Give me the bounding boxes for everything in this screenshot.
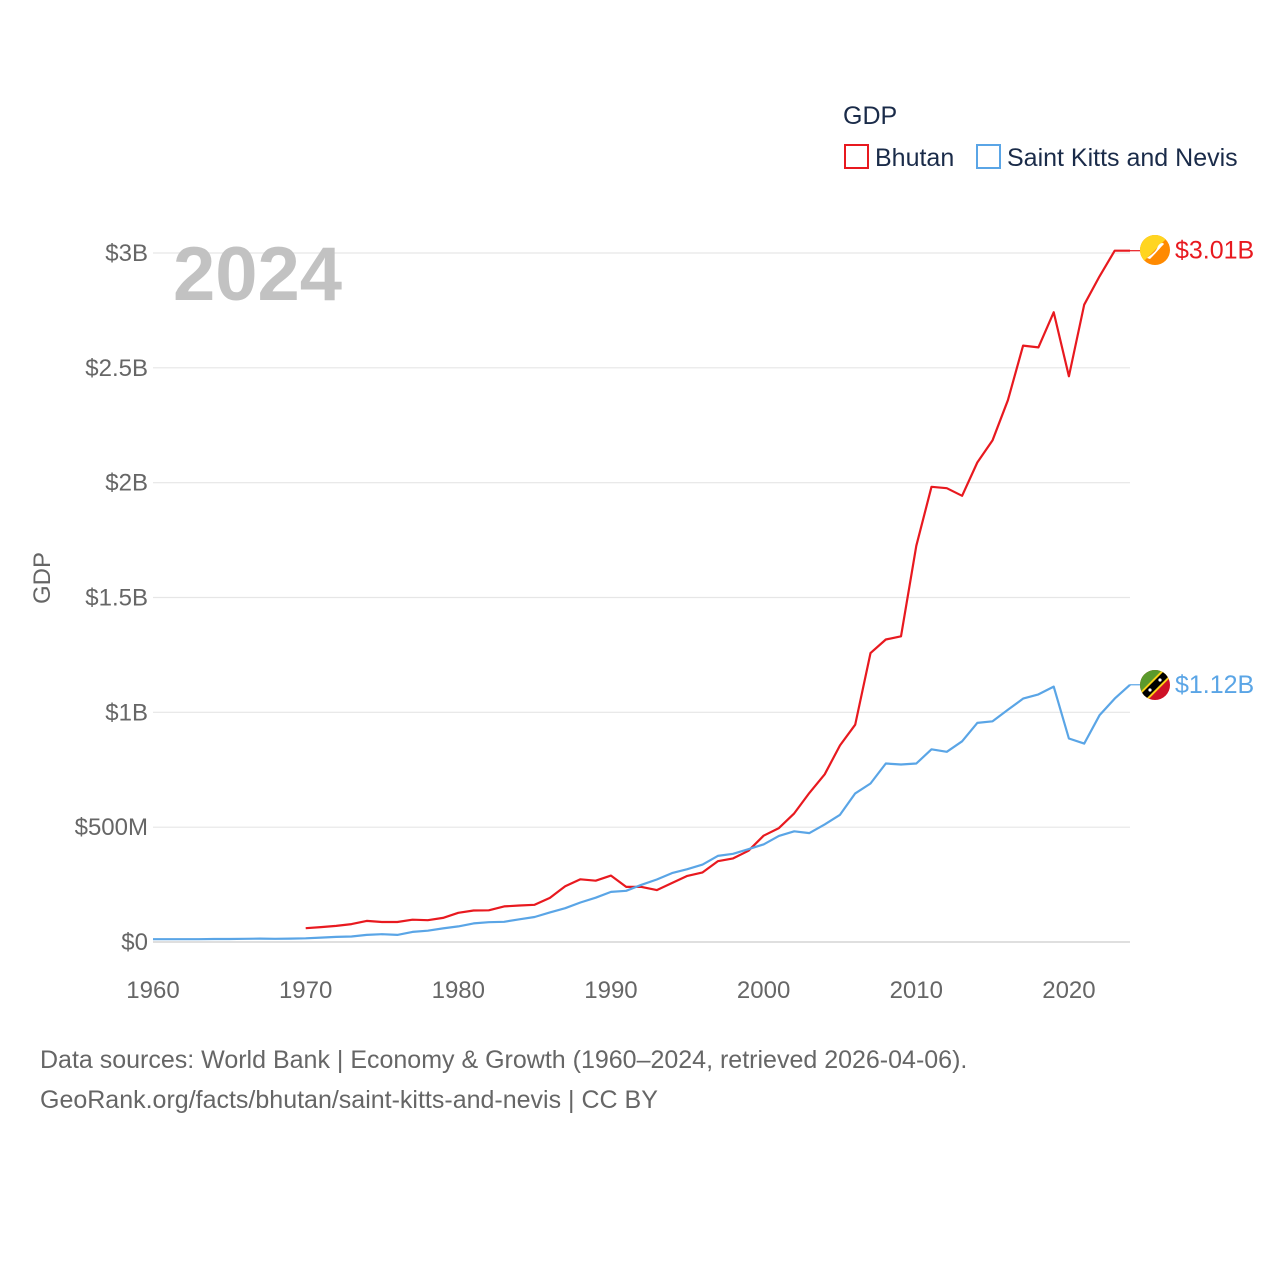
bhutan-flag-icon xyxy=(1140,235,1170,265)
y-axis-ticks: $0 $500M $1B $1.5B $2B $2.5B $3B xyxy=(75,240,148,956)
x-tick-label: 2000 xyxy=(737,977,790,1004)
series-line-saint-kitts-and-nevis[interactable] xyxy=(153,683,1131,941)
x-tick-label: 1970 xyxy=(279,977,332,1004)
footer: Data sources: World Bank | Economy & Gro… xyxy=(40,1040,967,1120)
end-value-label-saint-kitts-and-nevis: $1.12B xyxy=(1175,671,1254,699)
y-tick-label: $0 xyxy=(121,929,148,956)
legend-swatch-bhutan xyxy=(844,144,869,169)
series-layer: $3.01B $1.12B xyxy=(153,237,1254,941)
x-tick-label: 1990 xyxy=(584,977,637,1004)
x-tick-label: 1980 xyxy=(432,977,485,1004)
legend-swatch-saint-kitts-and-nevis xyxy=(976,144,1001,169)
saint-kitts-and-nevis-flag-icon xyxy=(1140,670,1170,700)
data-sources-text: Data sources: World Bank | Economy & Gro… xyxy=(40,1046,968,1074)
y-tick-label: $500M xyxy=(75,814,148,841)
y-tick-label: $2B xyxy=(105,470,148,497)
y-tick-label: $1.5B xyxy=(85,585,148,612)
legend-label-bhutan: Bhutan xyxy=(875,144,954,172)
legend-item-saint-kitts-and-nevis[interactable]: Saint Kitts and Nevis xyxy=(976,144,1238,172)
x-tick-label: 2010 xyxy=(890,977,943,1004)
legend-title: GDP xyxy=(843,102,897,130)
legend-item-bhutan[interactable]: Bhutan xyxy=(844,144,954,172)
legend-label-saint-kitts-and-nevis: Saint Kitts and Nevis xyxy=(1007,144,1238,172)
end-value-label-bhutan: $3.01B xyxy=(1175,237,1254,265)
y-tick-label: $1B xyxy=(105,699,148,726)
legend[interactable]: GDP Bhutan Saint Kitts and Nevis xyxy=(843,102,1238,172)
y-tick-label: $2.5B xyxy=(85,355,148,382)
y-axis-label: GDP xyxy=(29,552,56,604)
x-tick-label: 2020 xyxy=(1042,977,1095,1004)
x-axis-ticks: 1960 1970 1980 1990 2000 2010 2020 xyxy=(126,977,1095,1004)
y-tick-label: $3B xyxy=(105,240,148,267)
x-tick-label: 1960 xyxy=(126,977,179,1004)
gridlines xyxy=(153,252,1130,943)
year-label: 2024 xyxy=(173,232,342,317)
source-url-text[interactable]: GeoRank.org/facts/bhutan/saint-kitts-and… xyxy=(40,1086,658,1114)
series-line-bhutan[interactable] xyxy=(305,249,1130,930)
